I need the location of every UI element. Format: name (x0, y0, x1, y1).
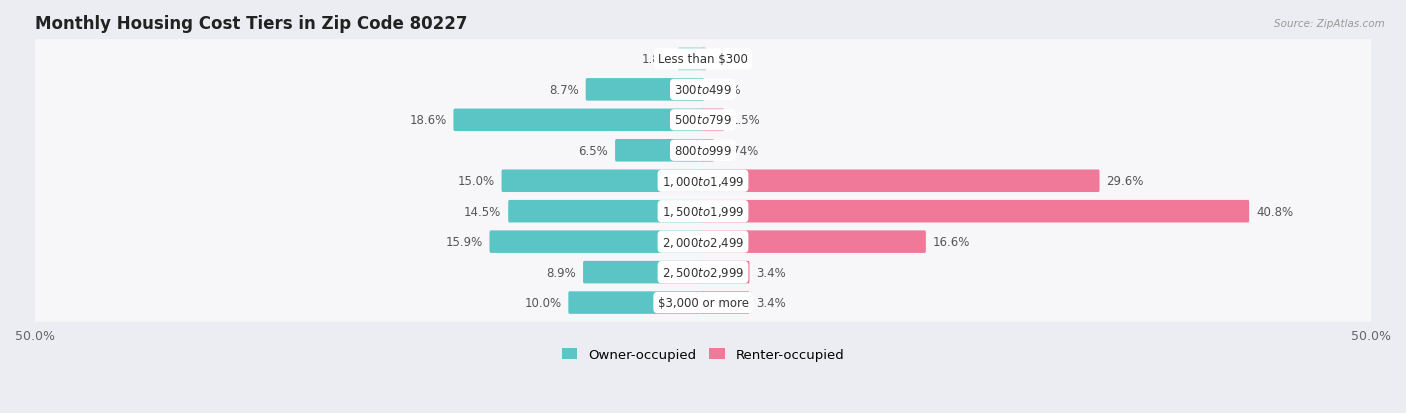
Text: 3.4%: 3.4% (756, 297, 786, 309)
Text: 15.9%: 15.9% (446, 235, 482, 249)
FancyBboxPatch shape (20, 101, 1386, 140)
Text: 8.9%: 8.9% (547, 266, 576, 279)
Text: 8.7%: 8.7% (548, 84, 579, 97)
FancyBboxPatch shape (702, 200, 1249, 223)
FancyBboxPatch shape (20, 222, 1386, 262)
FancyBboxPatch shape (678, 48, 704, 71)
Text: 18.6%: 18.6% (409, 114, 447, 127)
Text: 10.0%: 10.0% (524, 297, 561, 309)
Text: 15.0%: 15.0% (457, 175, 495, 188)
Text: $300 to $499: $300 to $499 (673, 84, 733, 97)
FancyBboxPatch shape (20, 253, 1386, 292)
FancyBboxPatch shape (502, 170, 704, 192)
FancyBboxPatch shape (702, 231, 925, 253)
FancyBboxPatch shape (20, 192, 1386, 231)
Text: $800 to $999: $800 to $999 (673, 145, 733, 157)
FancyBboxPatch shape (20, 70, 1386, 110)
Text: $2,500 to $2,999: $2,500 to $2,999 (662, 266, 744, 280)
FancyBboxPatch shape (614, 140, 704, 162)
Text: Less than $300: Less than $300 (658, 53, 748, 66)
Text: Monthly Housing Cost Tiers in Zip Code 80227: Monthly Housing Cost Tiers in Zip Code 8… (35, 15, 468, 33)
Text: 1.5%: 1.5% (731, 114, 761, 127)
Text: 3.4%: 3.4% (756, 266, 786, 279)
Text: 14.5%: 14.5% (464, 205, 502, 218)
Text: 16.6%: 16.6% (932, 235, 970, 249)
FancyBboxPatch shape (702, 140, 714, 162)
Text: 1.8%: 1.8% (641, 53, 671, 66)
FancyBboxPatch shape (702, 292, 749, 314)
FancyBboxPatch shape (508, 200, 704, 223)
Text: 0.0%: 0.0% (711, 84, 741, 97)
FancyBboxPatch shape (20, 283, 1386, 323)
Text: 6.5%: 6.5% (578, 145, 609, 157)
FancyBboxPatch shape (489, 231, 704, 253)
Text: 0.74%: 0.74% (721, 145, 758, 157)
Text: $500 to $799: $500 to $799 (673, 114, 733, 127)
Legend: Owner-occupied, Renter-occupied: Owner-occupied, Renter-occupied (557, 343, 849, 367)
Text: $1,500 to $1,999: $1,500 to $1,999 (662, 205, 744, 218)
FancyBboxPatch shape (583, 261, 704, 284)
FancyBboxPatch shape (702, 261, 749, 284)
FancyBboxPatch shape (702, 109, 724, 132)
Text: 0.17%: 0.17% (713, 53, 751, 66)
Text: Source: ZipAtlas.com: Source: ZipAtlas.com (1274, 19, 1385, 28)
FancyBboxPatch shape (454, 109, 704, 132)
Text: $2,000 to $2,499: $2,000 to $2,499 (662, 235, 744, 249)
Text: $1,000 to $1,499: $1,000 to $1,499 (662, 174, 744, 188)
Text: 29.6%: 29.6% (1107, 175, 1144, 188)
FancyBboxPatch shape (702, 48, 706, 71)
FancyBboxPatch shape (568, 292, 704, 314)
Text: 40.8%: 40.8% (1256, 205, 1294, 218)
FancyBboxPatch shape (20, 161, 1386, 201)
FancyBboxPatch shape (20, 131, 1386, 171)
FancyBboxPatch shape (586, 79, 704, 102)
FancyBboxPatch shape (20, 40, 1386, 80)
FancyBboxPatch shape (702, 170, 1099, 192)
Text: $3,000 or more: $3,000 or more (658, 297, 748, 309)
